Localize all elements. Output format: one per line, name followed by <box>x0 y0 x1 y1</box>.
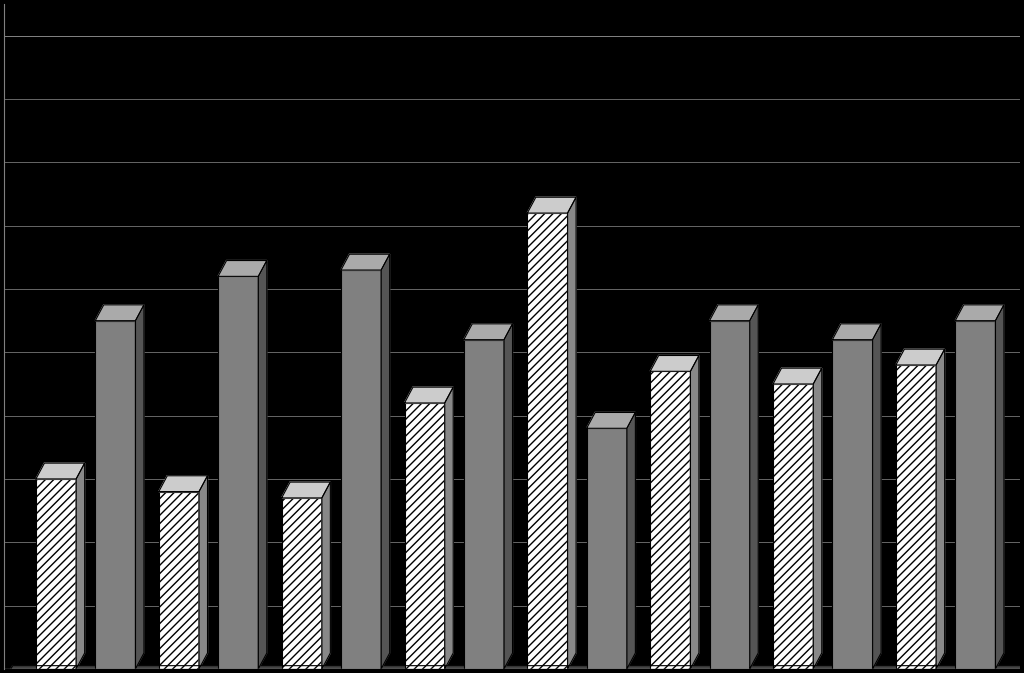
Polygon shape <box>199 476 208 669</box>
Bar <box>282 498 322 669</box>
Polygon shape <box>404 387 454 403</box>
Bar <box>650 371 690 669</box>
Bar <box>833 340 872 669</box>
Polygon shape <box>833 324 881 340</box>
Bar <box>710 320 750 669</box>
Polygon shape <box>4 666 1024 673</box>
Polygon shape <box>690 355 699 669</box>
Polygon shape <box>76 463 85 669</box>
Polygon shape <box>464 324 513 340</box>
Polygon shape <box>36 463 85 479</box>
Polygon shape <box>750 305 758 669</box>
Bar <box>36 479 76 669</box>
Polygon shape <box>381 254 390 669</box>
Bar <box>404 403 444 669</box>
Polygon shape <box>955 305 1004 320</box>
Polygon shape <box>504 324 513 669</box>
Bar <box>464 340 504 669</box>
Polygon shape <box>527 197 577 213</box>
Polygon shape <box>627 413 635 669</box>
Polygon shape <box>896 349 944 365</box>
Bar <box>95 320 135 669</box>
Polygon shape <box>258 260 267 669</box>
Polygon shape <box>936 349 944 669</box>
Polygon shape <box>322 482 331 669</box>
Polygon shape <box>95 305 144 320</box>
Bar <box>159 491 199 669</box>
Polygon shape <box>872 324 881 669</box>
Bar <box>527 213 567 669</box>
Polygon shape <box>218 260 267 277</box>
Polygon shape <box>813 368 822 669</box>
Polygon shape <box>773 368 822 384</box>
Polygon shape <box>159 476 208 491</box>
Polygon shape <box>710 305 758 320</box>
Polygon shape <box>341 254 390 270</box>
Polygon shape <box>444 387 454 669</box>
Bar <box>955 320 995 669</box>
Polygon shape <box>995 305 1004 669</box>
Polygon shape <box>567 197 577 669</box>
Polygon shape <box>135 305 144 669</box>
Bar <box>587 428 627 669</box>
Polygon shape <box>282 482 331 498</box>
Bar <box>341 270 381 669</box>
Bar <box>896 365 936 669</box>
Polygon shape <box>587 413 635 428</box>
Bar <box>773 384 813 669</box>
Bar <box>218 277 258 669</box>
Polygon shape <box>650 355 699 371</box>
